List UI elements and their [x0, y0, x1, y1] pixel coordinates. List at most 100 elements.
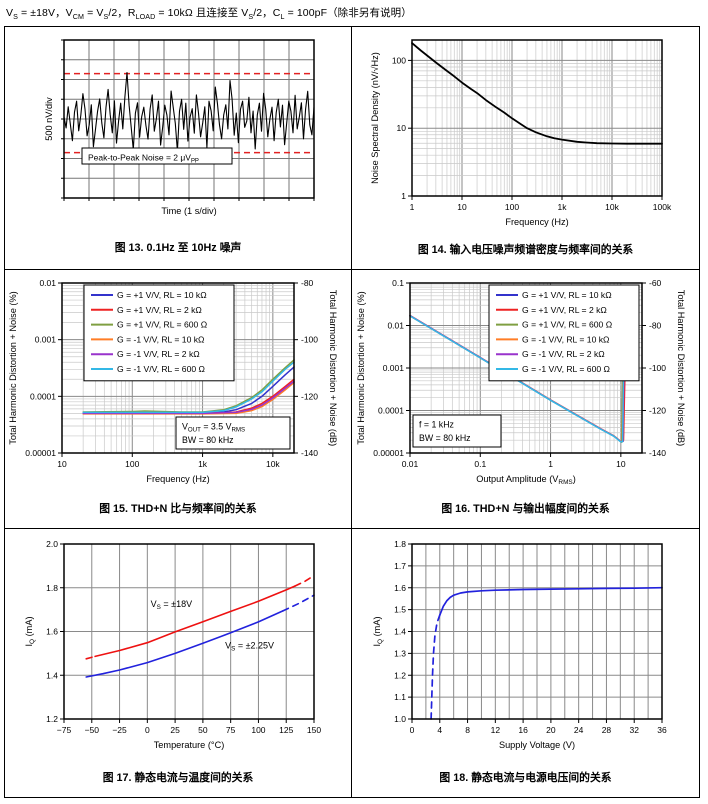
svg-text:10k: 10k [266, 459, 280, 469]
svg-text:1.6: 1.6 [394, 583, 406, 593]
series [429, 586, 663, 720]
svg-text:G = -1 V/V, RL = 2 kΩ: G = -1 V/V, RL = 2 kΩ [522, 349, 605, 359]
svg-text:1.2: 1.2 [394, 670, 406, 680]
svg-text:16: 16 [518, 725, 528, 735]
thd-n-vs-output-amplitude-chart: 0.01 0.1 1 10 0.1 0.01 0.001 0.0001 0.00001 -60 -8… [356, 278, 686, 486]
svg-text:1.4: 1.4 [394, 627, 406, 637]
svg-text:4: 4 [437, 725, 442, 735]
svg-text:Noise Spectral Density (nV/√Hz: Noise Spectral Density (nV/√Hz) [370, 52, 380, 184]
annotation-box: Peak-to-Peak Noise = 2 μVPP [81, 147, 233, 165]
svg-text:2.0: 2.0 [46, 539, 58, 549]
svg-text:28: 28 [601, 725, 611, 735]
svg-text:Temperature (°C): Temperature (°C) [154, 740, 225, 750]
svg-text:Total Harmonic Distortion + No: Total Harmonic Distortion + Noise (dB) [328, 290, 338, 447]
svg-text:0: 0 [145, 725, 150, 735]
svg-text:G = +1 V/V, RL = 2 kΩ: G = +1 V/V, RL = 2 kΩ [117, 305, 202, 315]
svg-text:1k: 1k [198, 459, 208, 469]
svg-text:-140: -140 [649, 448, 666, 458]
svg-text:G = -1 V/V, RL = 10 kΩ: G = -1 V/V, RL = 10 kΩ [522, 334, 610, 344]
svg-text:1k: 1k [557, 202, 567, 212]
svg-text:BW = 80 kHz: BW = 80 kHz [182, 435, 234, 445]
svg-text:0.00001: 0.00001 [25, 448, 56, 458]
figure-16-caption: 图 16. THD+N 与输出幅度间的关系 [441, 503, 610, 516]
svg-text:G = -1 V/V, RL = 600 Ω: G = -1 V/V, RL = 600 Ω [117, 364, 206, 374]
svg-text:G = +1 V/V, RL = 600 Ω: G = +1 V/V, RL = 600 Ω [522, 320, 613, 330]
svg-text:10k: 10k [605, 202, 619, 212]
svg-text:10: 10 [616, 459, 626, 469]
figure-14-caption: 图 14. 输入电压噪声频谱密度与频率间的关系 [417, 244, 634, 257]
svg-text:10: 10 [396, 123, 406, 133]
svg-text:Total Harmonic Distortion + No: Total Harmonic Distortion + Noise (%) [8, 291, 18, 444]
svg-text:0.01: 0.01 [387, 321, 404, 331]
svg-text:VS = ±18V: VS = ±18V [151, 599, 192, 611]
figure-13: Time (1 s/div) 500 nV/div Peak-to-Peak Noi… [5, 27, 352, 271]
svg-text:0: 0 [409, 725, 414, 735]
svg-text:100: 100 [125, 459, 139, 469]
svg-text:36: 36 [657, 725, 667, 735]
svg-text:10: 10 [57, 459, 67, 469]
series [85, 574, 315, 678]
svg-text:125: 125 [279, 725, 293, 735]
figure-13-caption: 图 13. 0.1Hz 至 10Hz 噪声 [114, 242, 242, 255]
series [63, 72, 315, 152]
figure-16: 0.01 0.1 1 10 0.1 0.01 0.001 0.0001 0.00001 -60 -8… [352, 270, 699, 530]
svg-text:100k: 100k [652, 202, 671, 212]
legend: G = +1 V/V, RL = 10 kΩ G = +1 V/V, RL = 2… [488, 284, 639, 382]
svg-text:-120: -120 [301, 391, 318, 401]
figure-18: 0 4 8 12 16 20 24 28 32 36 1.0 1.1 1.2 1.3 1.4 1.5 1.6 1.… [352, 529, 699, 797]
svg-text:G = -1 V/V, RL = 10 kΩ: G = -1 V/V, RL = 10 kΩ [117, 334, 205, 344]
svg-text:20: 20 [546, 725, 556, 735]
svg-text:Peak-to-Peak Noise = 2 μVPP: Peak-to-Peak Noise = 2 μVPP [88, 153, 199, 165]
svg-text:G = +1 V/V, RL = 600 Ω: G = +1 V/V, RL = 600 Ω [117, 320, 208, 330]
axes: 1 10 100 1k 10k 100k 1 10 100 Frequency (Hz) Noise… [370, 52, 672, 227]
svg-text:75: 75 [226, 725, 236, 735]
svg-text:-60: -60 [649, 278, 662, 288]
figure-17-caption: 图 17. 静态电流与温度间的关系 [102, 772, 254, 785]
figure-18-caption: 图 18. 静态电流与电源电压间的关系 [439, 772, 612, 785]
series [410, 42, 663, 145]
svg-text:BW = 80 kHz: BW = 80 kHz [419, 433, 471, 443]
svg-text:1.2: 1.2 [46, 714, 58, 724]
svg-text:IQ (mA): IQ (mA) [372, 617, 384, 647]
svg-text:0.1: 0.1 [392, 278, 404, 288]
svg-text:-80: -80 [301, 278, 314, 288]
svg-text:-140: -140 [301, 448, 318, 458]
svg-text:VS = ±2.25V: VS = ±2.25V [225, 640, 274, 652]
svg-text:Frequency (Hz): Frequency (Hz) [146, 474, 209, 484]
svg-text:0.001: 0.001 [35, 335, 57, 345]
svg-text:100: 100 [504, 202, 518, 212]
svg-text:Time (1 s/div): Time (1 s/div) [161, 206, 216, 216]
svg-text:1: 1 [401, 191, 406, 201]
svg-text:-100: -100 [301, 335, 318, 345]
svg-text:G = +1 V/V, RL = 10 kΩ: G = +1 V/V, RL = 10 kΩ [522, 290, 612, 300]
svg-text:G = -1 V/V, RL = 600 Ω: G = -1 V/V, RL = 600 Ω [522, 364, 611, 374]
svg-text:1: 1 [548, 459, 553, 469]
iq-vs-temperature-chart: −75 −50 −25 0 25 50 75 100 125 150 1.2 1.4 1.6 1.8 2.0… [24, 539, 321, 750]
figure-grid: Time (1 s/div) 500 nV/div Peak-to-Peak Noi… [4, 26, 700, 799]
svg-text:f = 1 kHz: f = 1 kHz [419, 420, 454, 430]
svg-text:0.0001: 0.0001 [378, 406, 404, 416]
series [82, 359, 295, 415]
svg-text:150: 150 [307, 725, 321, 735]
svg-text:−50: −50 [85, 725, 100, 735]
svg-text:100: 100 [391, 56, 405, 66]
thd-n-vs-frequency-chart: 10 100 1k 10k 0.01 0.001 0.0001 0.00001 -80 -100 -… [8, 278, 338, 484]
svg-text:1.8: 1.8 [394, 539, 406, 549]
curve-label: VS = ±18V [151, 599, 192, 611]
svg-text:−75: −75 [57, 725, 72, 735]
svg-text:100: 100 [251, 725, 265, 735]
axes: 10 100 1k 10k 0.01 0.001 0.0001 0.00001 -80 -100 -… [8, 278, 338, 484]
svg-text:-100: -100 [649, 363, 666, 373]
svg-text:0.00001: 0.00001 [373, 448, 404, 458]
svg-text:Frequency (Hz): Frequency (Hz) [505, 217, 568, 227]
iq-vs-supply-voltage-chart: 0 4 8 12 16 20 24 28 32 36 1.0 1.1 1.2 1.3 1.4 1.5 1.6 1.… [372, 539, 667, 750]
svg-text:1.4: 1.4 [46, 670, 58, 680]
svg-text:1: 1 [409, 202, 414, 212]
svg-text:24: 24 [573, 725, 583, 735]
svg-text:0.0001: 0.0001 [30, 391, 56, 401]
svg-text:32: 32 [629, 725, 639, 735]
svg-text:0.001: 0.001 [382, 363, 404, 373]
svg-text:50: 50 [198, 725, 208, 735]
